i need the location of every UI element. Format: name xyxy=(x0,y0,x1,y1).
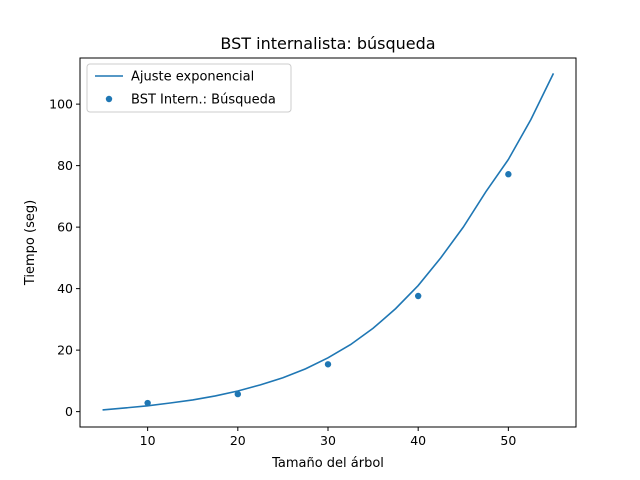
y-axis-label: Tiempo (seg) xyxy=(23,200,38,286)
x-tick-label: 30 xyxy=(320,433,336,448)
x-axis-label: Tamaño del árbol xyxy=(271,456,384,471)
scatter-point xyxy=(234,390,242,398)
scatter-point xyxy=(144,399,151,407)
y-tick-label: 60 xyxy=(57,220,73,235)
x-tick-label: 50 xyxy=(500,433,516,448)
series-layer xyxy=(102,73,555,411)
y-tick-label: 0 xyxy=(65,404,73,419)
y-tick-label: 40 xyxy=(57,281,73,296)
scatter-point xyxy=(324,361,332,368)
legend-box xyxy=(86,63,292,113)
x-tick-label: 40 xyxy=(410,433,426,448)
legend-entry-label: Ajuste exponencial xyxy=(131,70,254,85)
scatter-point xyxy=(505,171,512,178)
y-tick-label: 100 xyxy=(49,97,73,112)
x-tick-label: 10 xyxy=(140,433,156,448)
y-tick-label: 80 xyxy=(57,158,73,173)
legend-entry-label: BST Intern.: Búsqueda xyxy=(131,93,276,108)
axes-layer: 10 20 30 40 50 0 20 40 60 80 100 xyxy=(49,57,577,448)
chart-title: BST internalista: búsqueda xyxy=(220,34,435,53)
scatter-point xyxy=(414,292,422,300)
legend-marker-swatch xyxy=(105,95,113,103)
plot-frame xyxy=(79,57,577,428)
x-tick-label: 20 xyxy=(230,433,246,448)
series-line-0 xyxy=(102,73,555,411)
y-tick-label: 20 xyxy=(57,343,73,358)
legend: Ajuste exponencial BST Intern.: Búsqueda xyxy=(86,63,292,113)
